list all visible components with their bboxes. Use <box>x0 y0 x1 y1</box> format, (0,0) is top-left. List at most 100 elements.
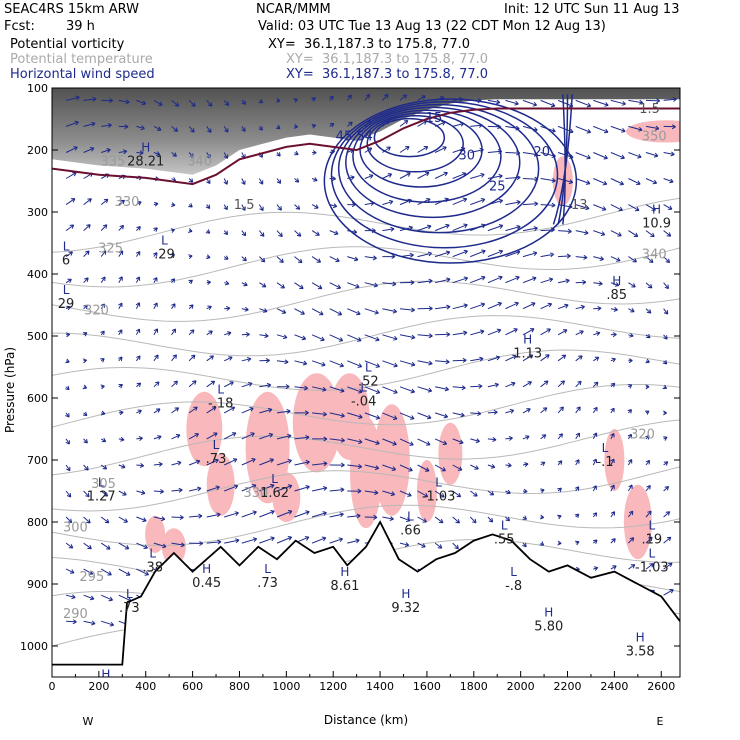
wind-vector <box>241 230 247 237</box>
wind-vector <box>540 354 550 362</box>
wind-vector <box>135 328 141 336</box>
wind-vector <box>135 251 141 257</box>
wind-vector <box>417 333 433 339</box>
wind-vector <box>434 277 451 284</box>
wind-vector <box>417 542 426 548</box>
wind-vector <box>592 381 599 388</box>
wind-vector <box>522 276 537 284</box>
wind-vector <box>118 99 130 105</box>
field-name-wind: Horizontal wind speed <box>10 67 155 82</box>
x-tick-label: 1600 <box>413 680 441 693</box>
wind-vector <box>329 512 344 518</box>
wind-vector <box>399 334 416 340</box>
y-tick-label: 900 <box>27 578 48 591</box>
wind-vector <box>557 433 563 440</box>
wind-vector <box>610 357 616 363</box>
wind-vector <box>329 176 336 182</box>
wind-vector <box>434 197 449 206</box>
wind-vector <box>347 438 363 445</box>
wind-vector <box>593 99 609 107</box>
wind-vector <box>329 487 345 493</box>
wind-vector <box>171 434 181 440</box>
extremum-type-label: L <box>98 475 105 489</box>
wind-vector <box>101 98 114 104</box>
wind-vector <box>153 125 162 131</box>
wind-vector <box>628 256 637 263</box>
wind-vector <box>540 380 549 388</box>
wind-vector <box>241 256 247 262</box>
wind-vector <box>82 358 88 364</box>
wind-vector <box>259 230 265 237</box>
wind-vector <box>399 307 415 313</box>
extremum-value-label: 1.27 <box>87 489 116 504</box>
wind-vector <box>505 328 518 336</box>
wind-vector <box>540 227 555 233</box>
wind-vector <box>65 516 73 524</box>
wind-vector <box>276 282 285 289</box>
pv-shading-blob <box>145 515 166 554</box>
extremum-value-label: .19 <box>642 533 663 548</box>
wind-vector <box>364 490 379 495</box>
valid-time: Valid: 03 UTC Tue 13 Aug 13 (22 CDT Mon … <box>258 19 606 34</box>
wind-vector <box>575 406 581 414</box>
wind-vector <box>347 202 356 208</box>
wind-vector <box>65 305 71 311</box>
wind-vector <box>153 277 158 283</box>
pv-shading-blob <box>625 120 680 143</box>
wind-vector <box>171 126 179 132</box>
wind-vector <box>206 512 221 518</box>
wind-vector <box>171 100 180 107</box>
wind-vector <box>206 152 211 159</box>
wind-vector <box>663 230 672 237</box>
wind-vector <box>505 150 521 156</box>
wind-vector <box>505 175 521 181</box>
wind-vector <box>294 435 310 440</box>
wind-vector <box>311 256 322 263</box>
wind-vector <box>663 511 671 518</box>
wind-vector <box>206 330 213 336</box>
extremum-value-label: -.18 <box>208 396 233 411</box>
wind-vector <box>628 230 639 237</box>
wind-vector <box>276 178 282 184</box>
wind-vector <box>417 305 433 311</box>
wind-vector <box>382 254 396 260</box>
extremum-value-label: .73 <box>119 601 140 616</box>
wind-vector <box>399 438 414 446</box>
wind-vector <box>224 305 231 311</box>
wind-vector <box>171 328 177 336</box>
wind-vector <box>575 432 580 440</box>
extremum-type-label: L <box>271 472 278 486</box>
wind-vector <box>153 408 161 414</box>
wind-vector <box>293 98 298 103</box>
x-tick-label: 0 <box>49 680 56 693</box>
extremum-type-label: H <box>612 274 621 288</box>
extremum-value-label: -1.03 <box>635 561 669 576</box>
wind-vector <box>136 516 147 523</box>
wind-vector <box>399 386 415 394</box>
wind-vector <box>294 204 301 210</box>
wind-vector <box>610 204 623 212</box>
wind-vector <box>452 438 464 445</box>
wind-vector <box>206 539 222 545</box>
wind-vector <box>434 223 450 232</box>
wind-vector <box>364 147 373 153</box>
wind-vector <box>311 308 324 316</box>
wind-vector <box>118 276 123 283</box>
extremum-value-label: 9.32 <box>391 601 420 616</box>
x-tick-label: 2400 <box>600 680 628 693</box>
wind-vector <box>188 486 202 492</box>
wind-vector <box>627 384 633 389</box>
wind-vector <box>241 100 247 105</box>
extremum-type-label: H <box>523 333 532 347</box>
wind-vector <box>294 178 300 183</box>
wind-vector <box>645 98 661 104</box>
wind-vector <box>628 332 634 338</box>
wind-vector <box>100 542 111 550</box>
extremum-type-label: L <box>63 240 70 254</box>
wind-vector <box>487 490 495 496</box>
wind-vector <box>364 386 381 394</box>
wind-vector <box>628 564 636 570</box>
extremum-value-label: 0.45 <box>192 576 221 591</box>
wind-vector <box>505 489 511 495</box>
wind-vector <box>82 332 88 337</box>
